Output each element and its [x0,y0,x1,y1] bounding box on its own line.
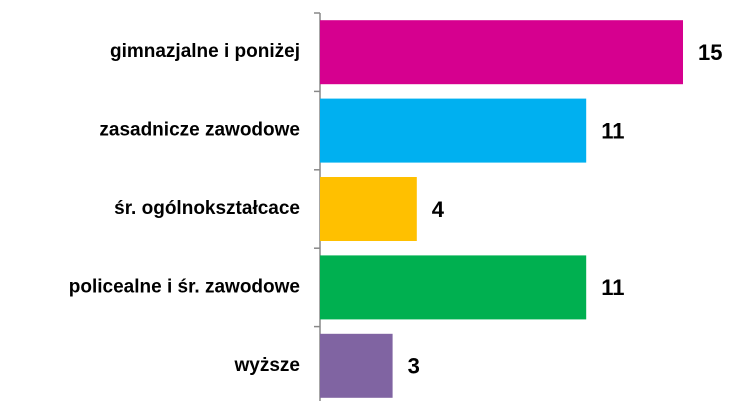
bar [320,177,417,241]
y-tick-label: gimnazjalne i poniżej [110,41,300,62]
y-tick-label: zasadnicze zawodowe [99,120,300,141]
y-tick-label: śr. ogólnokształcace [114,198,300,219]
bar [320,333,393,398]
bar [320,20,683,85]
data-label: 3 [408,354,420,379]
y-tick-label: policealne i śr. zawodowe [69,276,300,297]
data-label: 11 [601,275,624,300]
bar [320,98,587,163]
data-label: 15 [698,40,722,65]
bar [320,255,587,320]
data-label: 11 [601,118,624,143]
y-tick-label: wyższe [234,355,300,376]
data-label: 4 [432,197,445,222]
